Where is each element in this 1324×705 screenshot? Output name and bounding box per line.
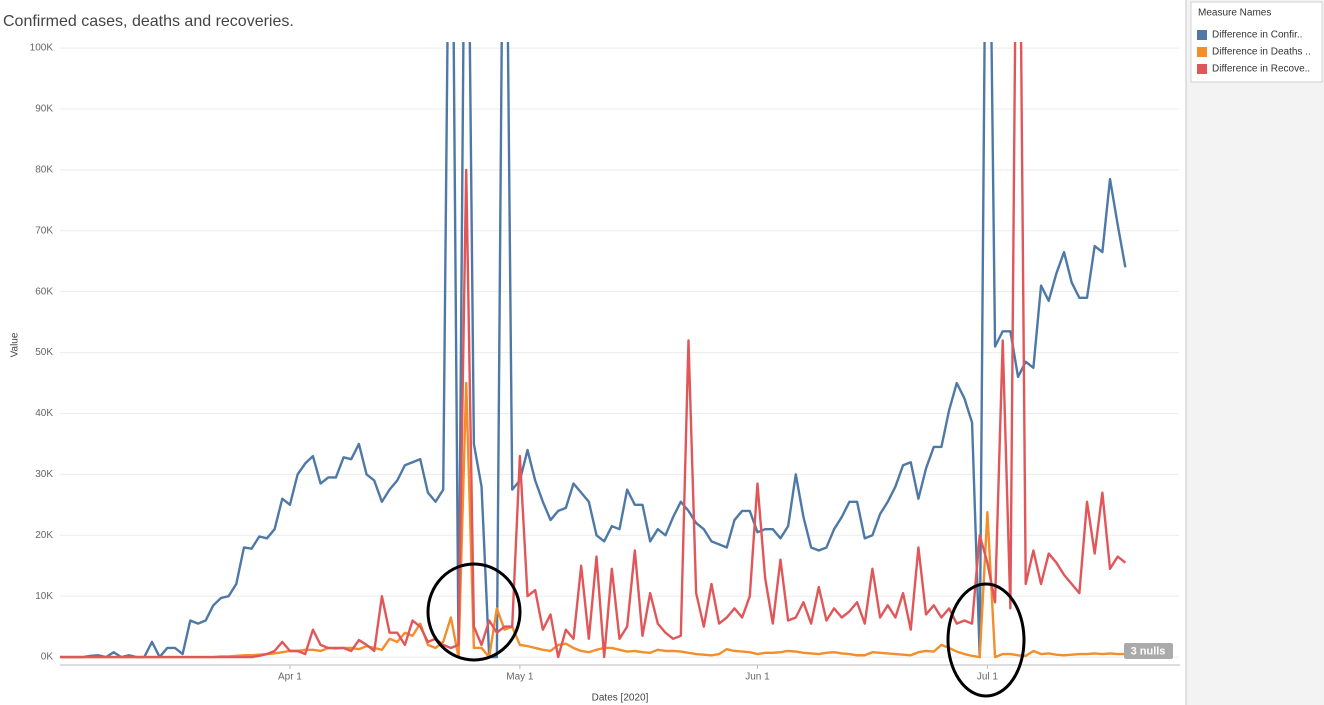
y-tick-label: 20K [35, 530, 53, 541]
side-panel [1186, 0, 1324, 705]
legend-label: Difference in Recove.. [1212, 64, 1310, 75]
y-tick-label: 0K [41, 652, 54, 663]
y-axis-title: Value [10, 332, 21, 357]
plot-area [60, 42, 1179, 659]
y-tick-label: 90K [35, 104, 53, 115]
legend-swatch [1197, 30, 1207, 40]
y-tick-label: 60K [35, 286, 53, 297]
legend-swatch [1197, 64, 1207, 74]
legend-label: Difference in Deaths .. [1212, 47, 1311, 58]
highlight-circle [426, 562, 522, 662]
y-tick-label: 40K [35, 408, 53, 419]
legend-swatch [1197, 47, 1207, 57]
series-line [60, 42, 1127, 659]
highlight-circle [946, 582, 1026, 698]
x-tick-label: May 1 [506, 672, 534, 683]
null-note: 3 nulls [1131, 645, 1166, 657]
x-tick-label: Jun 1 [745, 672, 770, 683]
x-axis-title: Dates [2020] [592, 693, 649, 704]
y-tick-label: 30K [35, 469, 53, 480]
null-badge [1124, 643, 1173, 659]
y-tick-label: 80K [35, 165, 53, 176]
y-tick-label: 70K [35, 225, 53, 236]
legend-label: Difference in Confir.. [1212, 30, 1302, 41]
y-tick-label: 100K [30, 43, 54, 54]
x-tick-label: Apr 1 [278, 672, 302, 683]
legend-title: Measure Names [1198, 8, 1271, 19]
series-line [60, 42, 1127, 659]
x-tick-label: Jul 1 [977, 672, 999, 683]
chart-title: Confirmed cases, deaths and recoveries. [3, 13, 294, 30]
legend-box [1190, 1, 1323, 83]
y-tick-label: 50K [35, 347, 53, 358]
y-tick-label: 10K [35, 591, 53, 602]
